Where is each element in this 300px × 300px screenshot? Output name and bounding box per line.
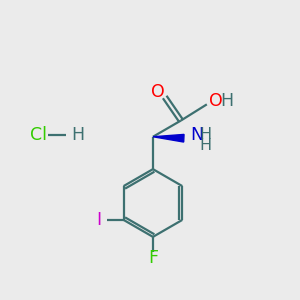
Text: F: F (148, 249, 158, 267)
Text: H: H (71, 126, 84, 144)
Text: O: O (152, 83, 165, 101)
Text: Cl: Cl (30, 126, 47, 144)
Text: N: N (190, 126, 203, 144)
Text: H: H (199, 127, 211, 142)
Polygon shape (153, 134, 184, 142)
Text: I: I (97, 211, 102, 229)
Text: H: H (220, 92, 233, 110)
Text: H: H (199, 138, 211, 153)
Text: O: O (209, 92, 223, 110)
